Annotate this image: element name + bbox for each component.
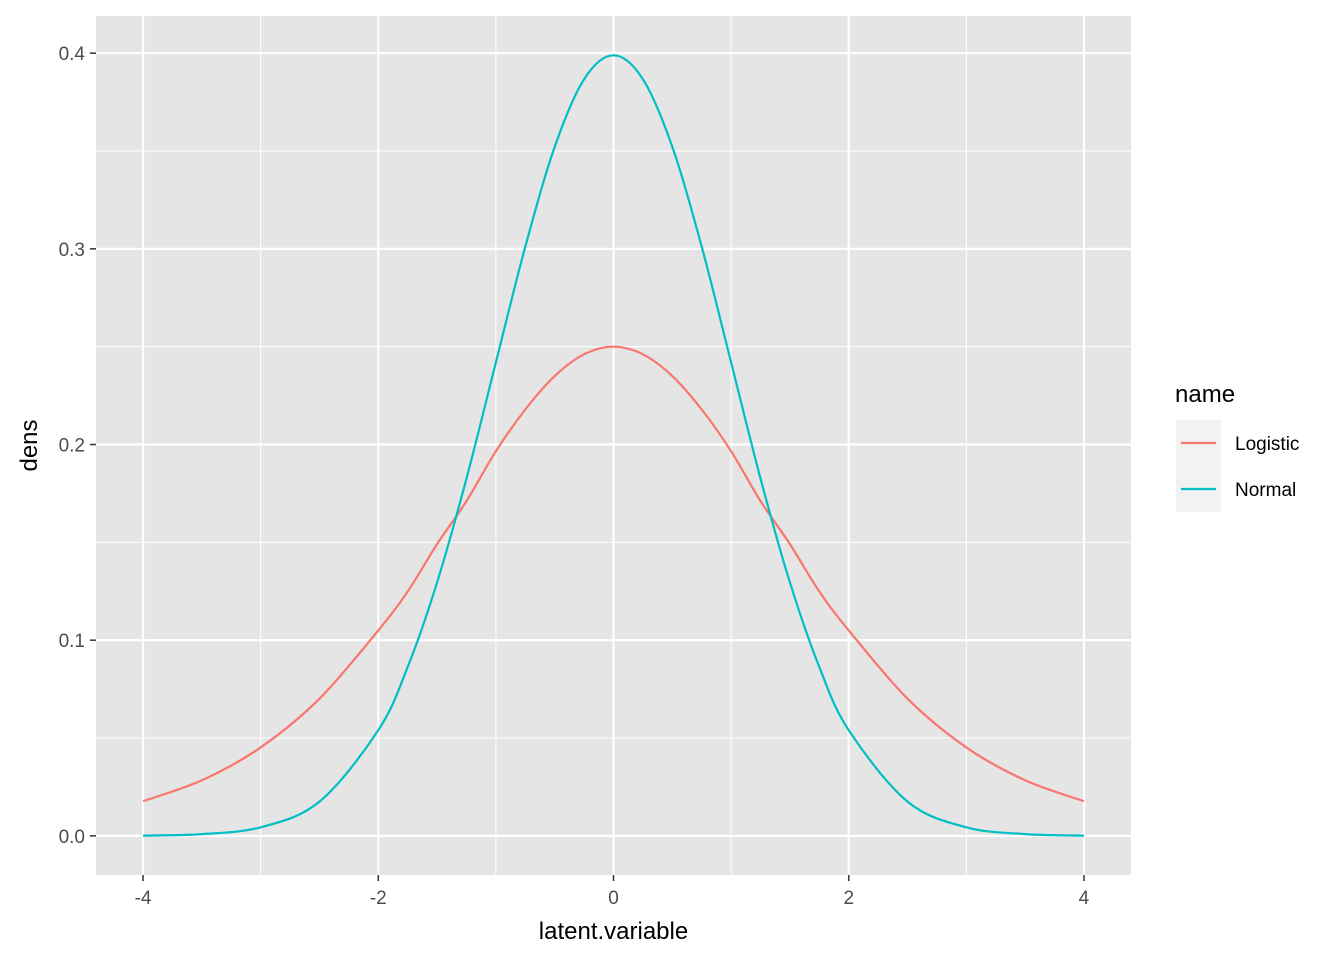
x-tick-label: 0 bbox=[608, 888, 619, 909]
series-layer bbox=[142, 54, 1085, 837]
legend-label-logistic: Logistic bbox=[1235, 434, 1299, 455]
x-axis-title: latent.variable bbox=[539, 918, 688, 945]
x-axis: -4 -2 0 2 4 bbox=[135, 875, 1090, 909]
x-tick-label: 2 bbox=[843, 888, 854, 909]
x-tick-label: -2 bbox=[370, 888, 387, 909]
y-tick-label: 0.4 bbox=[59, 44, 86, 65]
x-tick-label: 4 bbox=[1079, 888, 1090, 909]
y-axis-title: dens bbox=[16, 419, 43, 471]
y-tick-label: 0.0 bbox=[59, 827, 85, 848]
x-tick-label: -4 bbox=[135, 888, 152, 909]
legend: name Logistic Normal bbox=[1175, 381, 1299, 512]
legend-items: Logistic Normal bbox=[1176, 420, 1299, 512]
y-axis: 0.0 0.1 0.2 0.3 0.4 bbox=[59, 44, 96, 848]
y-tick-label: 0.3 bbox=[59, 240, 85, 261]
legend-title: name bbox=[1175, 381, 1235, 408]
legend-label-normal: Normal bbox=[1235, 480, 1296, 501]
series-line-logistic bbox=[142, 345, 1085, 803]
y-tick-label: 0.1 bbox=[59, 631, 85, 652]
y-tick-label: 0.2 bbox=[59, 436, 85, 457]
series-line-normal bbox=[143, 54, 1084, 837]
